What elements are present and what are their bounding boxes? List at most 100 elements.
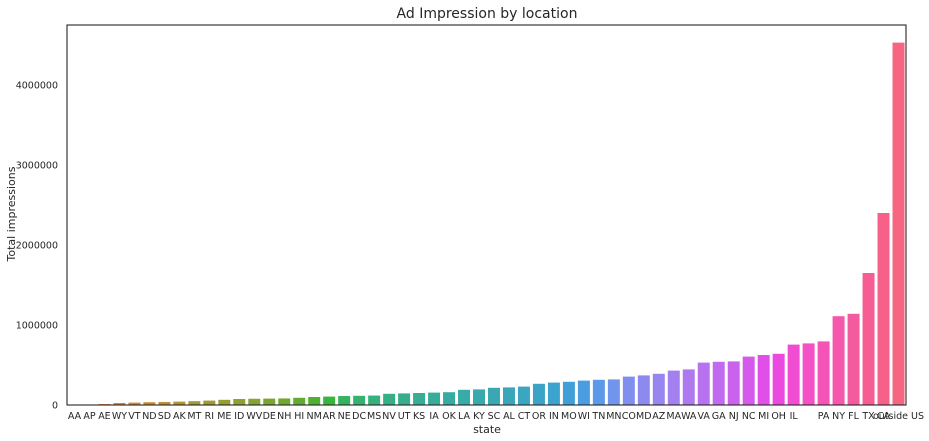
- bar-in: [547, 382, 560, 405]
- bar-co: [622, 376, 635, 405]
- bar-ky: [473, 389, 486, 405]
- bar-la: [458, 389, 471, 405]
- x-tick-label: OK: [442, 411, 456, 422]
- x-tick-label: GA: [712, 411, 726, 422]
- x-tick-label: FL: [848, 411, 859, 422]
- x-tick-label: PA: [818, 411, 830, 422]
- x-tick-label: ID: [234, 411, 244, 422]
- x-tick-label: VA: [698, 411, 711, 422]
- bar-blank-49: [802, 343, 815, 405]
- x-tick-label: MO: [561, 411, 577, 422]
- x-tick-label: CO: [622, 411, 636, 422]
- x-tick-label: WY: [112, 411, 127, 422]
- bar-wy: [113, 403, 126, 405]
- x-tick-label: WV: [246, 411, 262, 422]
- x-tick-label: NC: [742, 411, 756, 422]
- x-tick-label: IL: [790, 411, 799, 422]
- y-tick-label: 3000000: [16, 161, 58, 172]
- x-tick-label: TN: [591, 411, 605, 422]
- x-tick-labels: AA AP AE WY VT ND SD AK MT RI ME ID WV DE NH HI NM AR NE DC…: [68, 411, 924, 422]
- x-tick-label: LA: [458, 411, 471, 422]
- bar-ne: [338, 396, 351, 405]
- x-tick-label: HI: [294, 411, 304, 422]
- bar-sd: [158, 401, 171, 405]
- bar-mn: [607, 379, 620, 405]
- bar-sc: [487, 387, 500, 405]
- y-tick-labels: 0 1000000 2000000 3000000 4000000: [16, 81, 58, 412]
- x-tick-label: WA: [681, 411, 697, 422]
- bar-oh: [772, 353, 785, 405]
- x-tick-label: MS: [367, 411, 381, 422]
- x-tick-label: VT: [128, 411, 140, 422]
- bar-nh: [278, 398, 291, 405]
- x-tick-label: MD: [636, 411, 652, 422]
- bar-de: [263, 398, 276, 405]
- x-tick-label: NY: [832, 411, 845, 422]
- y-tick-label: 2000000: [16, 241, 58, 252]
- bar-wa: [682, 369, 695, 405]
- bar-mo: [562, 381, 575, 405]
- x-tick-label: NH: [277, 411, 291, 422]
- x-tick-label: NJ: [729, 411, 739, 422]
- bar-mt: [188, 401, 201, 405]
- y-tick-label: 0: [52, 401, 58, 412]
- x-tick-label: MA: [666, 411, 681, 422]
- x-tick-label: TX: [861, 411, 875, 422]
- bar-ut: [398, 393, 411, 405]
- x-tick-label: OR: [532, 411, 546, 422]
- x-tick-label: NM: [307, 411, 322, 422]
- bar-ny: [832, 316, 845, 405]
- bar-ct: [517, 386, 530, 405]
- bar-nv: [383, 393, 396, 405]
- bar-ms: [368, 395, 381, 405]
- bar-hi: [293, 397, 306, 405]
- x-tick-label: SC: [488, 411, 501, 422]
- bar-wi: [577, 380, 590, 405]
- bar-pa: [817, 341, 830, 405]
- bar-tn: [592, 379, 605, 405]
- bar-ok: [443, 392, 456, 405]
- bar-ga: [712, 361, 725, 405]
- bar-id: [233, 399, 246, 405]
- x-tick-label: KY: [473, 411, 485, 422]
- x-tick-label: DE: [263, 411, 276, 422]
- bar-ar: [323, 396, 336, 405]
- x-tick-label: WI: [578, 411, 590, 422]
- bar-wv: [248, 398, 261, 405]
- x-tick-label: OH: [771, 411, 786, 422]
- chart-title: Ad Impression by location: [397, 6, 578, 22]
- bar-mi: [757, 355, 770, 405]
- bar-ia: [428, 392, 441, 405]
- y-axis-label: Total impressions: [5, 166, 18, 262]
- bar-al: [502, 387, 515, 405]
- plot-frame: [66, 24, 907, 406]
- bar-ak: [173, 401, 186, 405]
- bar-tx: [862, 273, 875, 405]
- bar-md: [637, 375, 650, 405]
- bar-me: [218, 399, 231, 405]
- x-tick-label: CT: [518, 411, 531, 422]
- bars-group: [68, 42, 905, 405]
- bar-dc: [353, 395, 366, 405]
- x-tick-label: ND: [142, 411, 156, 422]
- x-tick-label: IA: [429, 411, 439, 422]
- bar-ma: [667, 370, 680, 405]
- x-tick-label: AA: [68, 411, 82, 422]
- bar-nm: [308, 397, 321, 405]
- x-tick-label: AK: [173, 411, 186, 422]
- x-tick-label: MN: [606, 411, 621, 422]
- bar-vt: [128, 402, 141, 405]
- x-tick-label: MT: [187, 411, 201, 422]
- x-tick-label: NV: [382, 411, 396, 422]
- x-tick-label: KS: [413, 411, 425, 422]
- bar-az: [652, 373, 665, 405]
- x-tick-label: AE: [98, 411, 111, 422]
- bar-fl: [847, 313, 860, 405]
- y-tick-label: 1000000: [16, 321, 58, 332]
- x-axis-label: state: [473, 423, 501, 436]
- x-tick-label: ME: [217, 411, 231, 422]
- bar-nj: [727, 361, 740, 405]
- bar-ca: [877, 213, 890, 405]
- x-tick-label: CA: [877, 411, 891, 422]
- x-tick-label: NE: [338, 411, 351, 422]
